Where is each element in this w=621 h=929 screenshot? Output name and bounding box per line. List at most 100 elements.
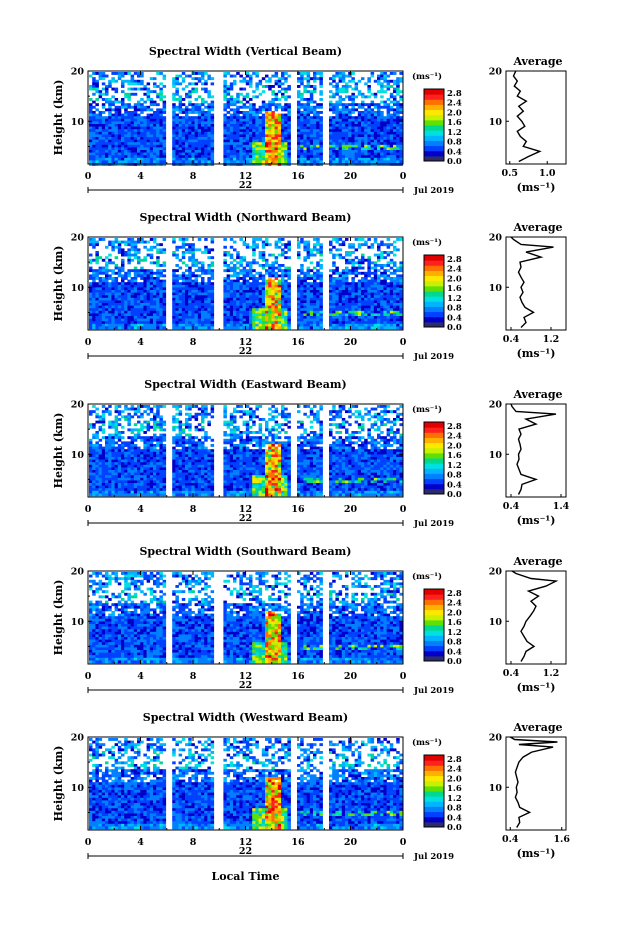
colorbar-swatch — [424, 760, 444, 766]
x-tick-label: 16 — [291, 504, 305, 515]
x-tick-label: 0 — [85, 671, 92, 682]
x-tick-label: 12 — [239, 171, 252, 182]
colorbar-swatch — [424, 427, 444, 433]
colorbar-swatch — [424, 594, 444, 600]
colorbar-swatch — [424, 791, 444, 797]
date-label: Jul 2019 — [413, 186, 454, 196]
average-y-tick-label: 20 — [489, 400, 503, 411]
y-axis-label: Height (km) — [52, 80, 65, 156]
colorbar-tick-label: 2.8 — [447, 422, 462, 432]
colorbar-swatch — [424, 130, 444, 136]
x-tick-label: 20 — [344, 837, 358, 848]
average-profile-line — [510, 236, 554, 328]
y-tick-label: 20 — [71, 67, 85, 78]
date-label: Jul 2019 — [413, 852, 454, 862]
colorbar-tick-label: 0.8 — [447, 471, 462, 481]
colorbar-swatch — [424, 125, 444, 131]
colorbar-swatch — [424, 94, 444, 100]
colorbar-tick-label: 1.6 — [447, 618, 462, 628]
colorbar-tick-label: 2.4 — [447, 265, 462, 275]
day-label: 22 — [239, 846, 252, 857]
colorbar-swatch — [424, 422, 444, 428]
colorbar-tick-label: 2.0 — [447, 274, 462, 284]
average-frame — [505, 403, 567, 498]
day-label: 22 — [239, 680, 252, 691]
colorbar-tick-label: 1.2 — [447, 128, 462, 138]
average-panel: Average 0.5 1.0 20 10 (ms⁻¹) — [489, 55, 567, 194]
colorbar-swatch — [424, 99, 444, 105]
x-tick-label: 16 — [291, 171, 305, 182]
y-tick-label: 20 — [71, 567, 85, 578]
colorbar-swatch — [424, 811, 444, 818]
average-y-tick-label: 10 — [489, 450, 503, 461]
x-tick-label: 4 — [137, 504, 144, 515]
colorbar-swatch — [424, 265, 444, 271]
y-tick-label: 10 — [71, 617, 85, 628]
colorbar-tick-label: 0.4 — [447, 480, 462, 490]
colorbar-swatch — [424, 270, 444, 277]
colorbar-frame — [423, 88, 445, 162]
colorbar-swatch — [424, 625, 444, 631]
colorbar-swatch — [424, 442, 444, 449]
average-y-tick-label: 10 — [489, 283, 503, 294]
average-title: Average — [512, 221, 562, 234]
colorbar-swatch — [424, 468, 444, 474]
colorbar-tick-label: 2.0 — [447, 608, 462, 618]
x-tick-label: 12 — [239, 671, 252, 682]
colorbar-tick-label: 2.4 — [447, 432, 462, 442]
colorbar-tick-label: 0.4 — [447, 147, 462, 157]
x-tick-label: 16 — [291, 337, 305, 348]
heatmap-field — [89, 238, 403, 330]
colorbar-swatch — [424, 806, 444, 813]
y-tick-label: 10 — [71, 283, 85, 294]
y-tick-label: 10 — [71, 783, 85, 794]
panel-title: Spectral Width (Vertical Beam) — [149, 45, 342, 58]
colorbar-tick-label: 2.4 — [447, 99, 462, 109]
x-tick-label: 0 — [400, 504, 407, 515]
colorbar-swatch — [424, 321, 444, 328]
x-tick-label: 0 — [85, 837, 92, 848]
x-tick-label: 4 — [137, 337, 144, 348]
average-frame — [505, 736, 567, 831]
colorbar-tick-label: 2.0 — [447, 774, 462, 784]
y-tick-label: 20 — [71, 733, 85, 744]
colorbar-tick-label: 1.2 — [447, 461, 462, 471]
average-x-tick-label: 1.0 — [539, 168, 556, 179]
x-tick-label: 4 — [137, 171, 144, 182]
colorbar-swatch — [424, 780, 444, 787]
average-panel: Average 0.4 1.2 20 10 (ms⁻¹) — [489, 555, 567, 694]
panel-title: Spectral Width (Southward Beam) — [139, 545, 351, 558]
x-tick-label: 0 — [85, 171, 92, 182]
heatmap-field — [89, 72, 403, 166]
colorbar-swatch — [424, 478, 444, 485]
colorbar-tick-label: 2.0 — [447, 441, 462, 451]
x-tick-label: 4 — [137, 837, 144, 848]
heatmap-field — [89, 405, 403, 497]
colorbar-tick-label: 0.0 — [447, 157, 462, 167]
colorbar-swatch — [424, 135, 444, 141]
x-tick-label: 20 — [344, 337, 358, 348]
panel-1: Spectral Width (Vertical Beam) 0 4 8 12 16 20 0… — [52, 45, 567, 196]
colorbar-tick-label: 0.8 — [447, 804, 462, 814]
average-unit: (ms⁻¹) — [517, 347, 556, 360]
colorbar-swatch — [424, 483, 444, 490]
average-title: Average — [512, 388, 562, 401]
x-tick-label: 20 — [344, 171, 358, 182]
y-axis-label: Height (km) — [52, 580, 65, 656]
colorbar-swatch — [424, 604, 444, 611]
colorbar-tick-label: 0.4 — [447, 313, 462, 323]
colorbar-tick-label: 1.6 — [447, 451, 462, 461]
colorbar-swatch — [424, 785, 444, 792]
colorbar-unit: (ms⁻¹) — [412, 571, 442, 582]
colorbar-tick-label: 0.8 — [447, 304, 462, 314]
x-tick-label: 8 — [190, 337, 197, 348]
colorbar-tick-label: 2.8 — [447, 89, 462, 99]
average-frame — [505, 70, 567, 165]
colorbar-swatch — [424, 619, 444, 626]
colorbar-swatch — [424, 447, 444, 454]
colorbar-tick-label: 0.0 — [447, 657, 462, 667]
average-panel: Average 0.4 1.4 20 10 (ms⁻¹) — [489, 388, 570, 527]
y-axis-label: Height (km) — [52, 246, 65, 322]
colorbar-tick-label: 0.8 — [447, 138, 462, 148]
colorbar-swatch — [424, 640, 444, 647]
